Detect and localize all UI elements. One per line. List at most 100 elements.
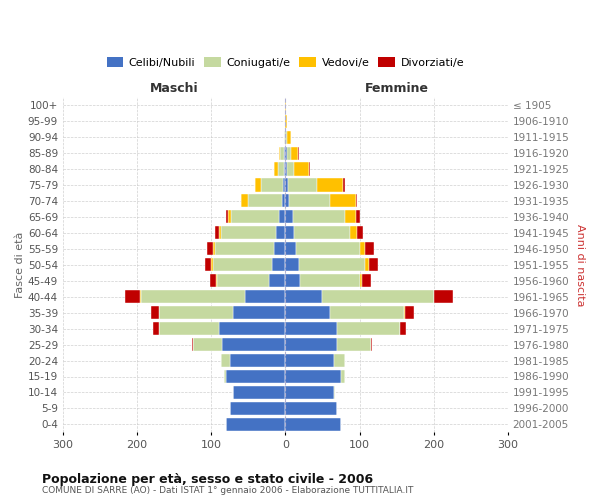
Bar bbox=[405, 306, 413, 319]
Bar bbox=[221, 226, 277, 239]
Bar bbox=[215, 226, 218, 239]
Bar bbox=[159, 306, 233, 319]
Bar bbox=[286, 146, 287, 160]
Bar bbox=[226, 370, 286, 383]
Bar bbox=[224, 370, 226, 383]
Bar bbox=[365, 258, 369, 272]
Bar bbox=[286, 258, 299, 272]
Bar bbox=[141, 290, 245, 303]
Bar bbox=[341, 370, 344, 383]
Bar bbox=[284, 130, 286, 143]
Bar bbox=[290, 146, 298, 160]
Bar bbox=[227, 210, 231, 224]
Text: Maschi: Maschi bbox=[150, 82, 199, 95]
Bar bbox=[434, 290, 453, 303]
Bar bbox=[211, 258, 212, 272]
Bar bbox=[286, 114, 287, 128]
Bar bbox=[287, 146, 290, 160]
Bar bbox=[286, 290, 322, 303]
Bar bbox=[278, 162, 284, 175]
Bar bbox=[357, 226, 363, 239]
Bar bbox=[223, 338, 286, 351]
Bar bbox=[280, 146, 284, 160]
Bar bbox=[269, 274, 286, 287]
Bar bbox=[159, 322, 218, 335]
Bar bbox=[261, 178, 283, 192]
Bar bbox=[231, 210, 280, 224]
Bar bbox=[330, 194, 356, 207]
Bar bbox=[298, 146, 299, 160]
Bar bbox=[284, 162, 286, 175]
Y-axis label: Fasce di età: Fasce di età bbox=[15, 232, 25, 298]
Bar bbox=[241, 194, 248, 207]
Bar bbox=[365, 242, 374, 256]
Text: COMUNE DI SARRE (AO) - Dati ISTAT 1° gennaio 2006 - Elaborazione TUTTITALIA.IT: COMUNE DI SARRE (AO) - Dati ISTAT 1° gen… bbox=[42, 486, 413, 495]
Bar bbox=[371, 338, 372, 351]
Bar bbox=[217, 274, 269, 287]
Bar bbox=[233, 306, 286, 319]
Bar bbox=[359, 242, 365, 256]
Bar bbox=[230, 354, 286, 367]
Bar bbox=[356, 194, 357, 207]
Bar bbox=[158, 306, 159, 319]
Bar bbox=[277, 226, 286, 239]
Bar bbox=[215, 242, 274, 256]
Bar bbox=[226, 210, 227, 224]
Bar bbox=[317, 178, 343, 192]
Bar bbox=[330, 306, 404, 319]
Legend: Celibi/Nubili, Coniugati/e, Vedovi/e, Divorziati/e: Celibi/Nubili, Coniugati/e, Vedovi/e, Di… bbox=[102, 52, 469, 72]
Bar bbox=[272, 258, 286, 272]
Bar bbox=[245, 290, 286, 303]
Bar bbox=[140, 290, 141, 303]
Bar bbox=[286, 402, 337, 415]
Bar bbox=[287, 130, 290, 143]
Bar bbox=[286, 274, 300, 287]
Bar bbox=[286, 322, 337, 335]
Bar bbox=[289, 194, 330, 207]
Bar bbox=[293, 210, 344, 224]
Bar bbox=[300, 274, 359, 287]
Bar bbox=[151, 306, 158, 319]
Bar bbox=[274, 242, 286, 256]
Bar bbox=[287, 178, 317, 192]
Bar bbox=[286, 370, 341, 383]
Text: Femmine: Femmine bbox=[365, 82, 428, 95]
Bar bbox=[226, 418, 286, 431]
Bar bbox=[286, 386, 334, 399]
Bar bbox=[154, 322, 159, 335]
Bar bbox=[280, 210, 286, 224]
Bar bbox=[212, 242, 215, 256]
Bar bbox=[221, 354, 230, 367]
Bar bbox=[369, 258, 378, 272]
Bar bbox=[337, 338, 371, 351]
Bar bbox=[215, 274, 217, 287]
Bar bbox=[294, 162, 309, 175]
Bar bbox=[362, 274, 371, 287]
Bar bbox=[192, 338, 193, 351]
Bar bbox=[286, 338, 337, 351]
Bar bbox=[350, 226, 357, 239]
Bar bbox=[286, 162, 287, 175]
Bar bbox=[230, 402, 286, 415]
Bar bbox=[337, 322, 400, 335]
Bar bbox=[233, 386, 286, 399]
Bar bbox=[278, 146, 280, 160]
Bar bbox=[193, 338, 223, 351]
Bar bbox=[344, 210, 356, 224]
Bar bbox=[356, 210, 359, 224]
Bar bbox=[218, 322, 286, 335]
Bar bbox=[286, 130, 287, 143]
Bar bbox=[343, 178, 344, 192]
Bar bbox=[286, 194, 289, 207]
Bar bbox=[274, 162, 278, 175]
Bar bbox=[400, 322, 406, 335]
Bar bbox=[404, 306, 405, 319]
Bar bbox=[283, 178, 286, 192]
Bar bbox=[296, 242, 359, 256]
Text: Popolazione per età, sesso e stato civile - 2006: Popolazione per età, sesso e stato civil… bbox=[42, 472, 373, 486]
Bar bbox=[212, 258, 272, 272]
Bar bbox=[281, 194, 286, 207]
Bar bbox=[286, 354, 334, 367]
Bar bbox=[286, 418, 341, 431]
Bar bbox=[207, 242, 212, 256]
